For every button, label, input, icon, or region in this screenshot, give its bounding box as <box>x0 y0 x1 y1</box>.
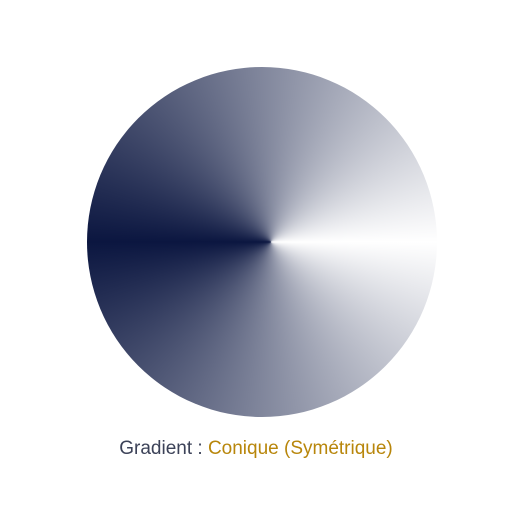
gradient-type-value: Conique (Symétrique) <box>207 438 393 459</box>
gradient-caption: Gradient : Conique (Symétrique) <box>0 437 512 461</box>
gradient-preview <box>87 67 437 417</box>
gradient-label: Gradient <box>119 438 193 459</box>
gradient-circle <box>87 67 437 417</box>
caption-separator: : <box>192 438 208 459</box>
